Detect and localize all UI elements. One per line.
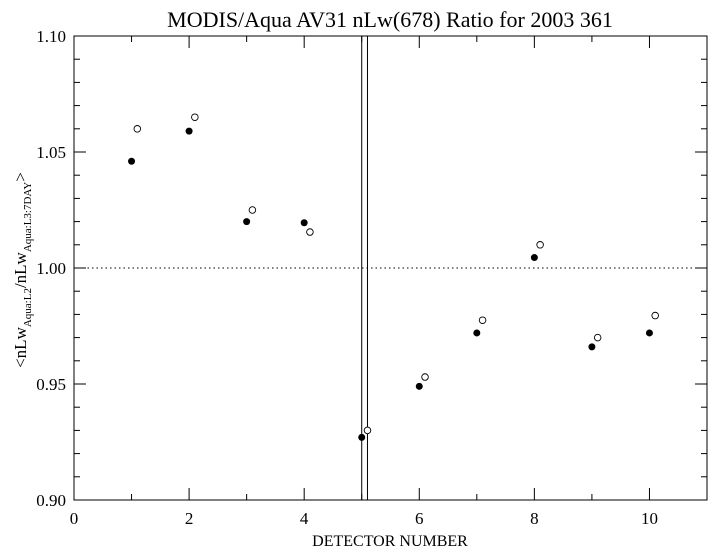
y-axis-label-sub2: Aqua:L3:7DAY — [22, 182, 34, 253]
data-point-open — [363, 426, 372, 435]
y-tick-label: 1.10 — [36, 27, 66, 46]
data-point-open — [593, 333, 602, 342]
data-point-filled — [358, 433, 366, 441]
data-point-filled — [185, 127, 193, 135]
y-axis-label-open: <nLw — [11, 326, 30, 367]
y-tick-label: 1.00 — [36, 259, 66, 278]
data-point-filled — [128, 157, 136, 165]
data-point-open — [478, 316, 487, 324]
x-tick-label: 10 — [641, 509, 658, 528]
x-axis-label: DETECTOR NUMBER — [312, 533, 468, 550]
data-point-filled — [415, 382, 423, 390]
data-point-filled — [588, 343, 596, 351]
x-tick-label: 6 — [415, 509, 424, 528]
data-point-open — [133, 125, 142, 133]
chart-title: MODIS/Aqua AV31 nLw(678) Ratio for 2003 … — [167, 7, 613, 32]
x-tick-label: 8 — [530, 509, 539, 528]
x-tick-label: 0 — [70, 509, 79, 528]
data-point-filled — [473, 329, 481, 337]
data-point-open — [421, 373, 429, 381]
y-tick-label: 0.90 — [36, 491, 66, 510]
data-point-filled — [300, 219, 308, 227]
y-axis-label: <nLwAqua:L2/nLwAqua:L3:7DAY> — [11, 172, 34, 368]
y-axis-label-sub1: Aqua:L2 — [22, 288, 34, 327]
data-point-filled — [645, 329, 653, 337]
data-point-filled — [530, 254, 538, 262]
y-tick-label: 0.95 — [36, 375, 66, 394]
data-point-open — [248, 206, 257, 214]
data-point-open — [536, 241, 544, 249]
data-point-open — [651, 311, 659, 320]
y-tick-label: 1.05 — [36, 143, 66, 162]
x-tick-label: 2 — [185, 509, 194, 528]
x-tick-label: 4 — [300, 509, 309, 528]
data-point-open — [191, 113, 199, 121]
y-axis-label-mid: /nLw — [11, 251, 30, 288]
data-point-filled — [243, 218, 251, 226]
data-point-open — [306, 228, 314, 236]
y-axis-label-close: > — [11, 172, 30, 182]
